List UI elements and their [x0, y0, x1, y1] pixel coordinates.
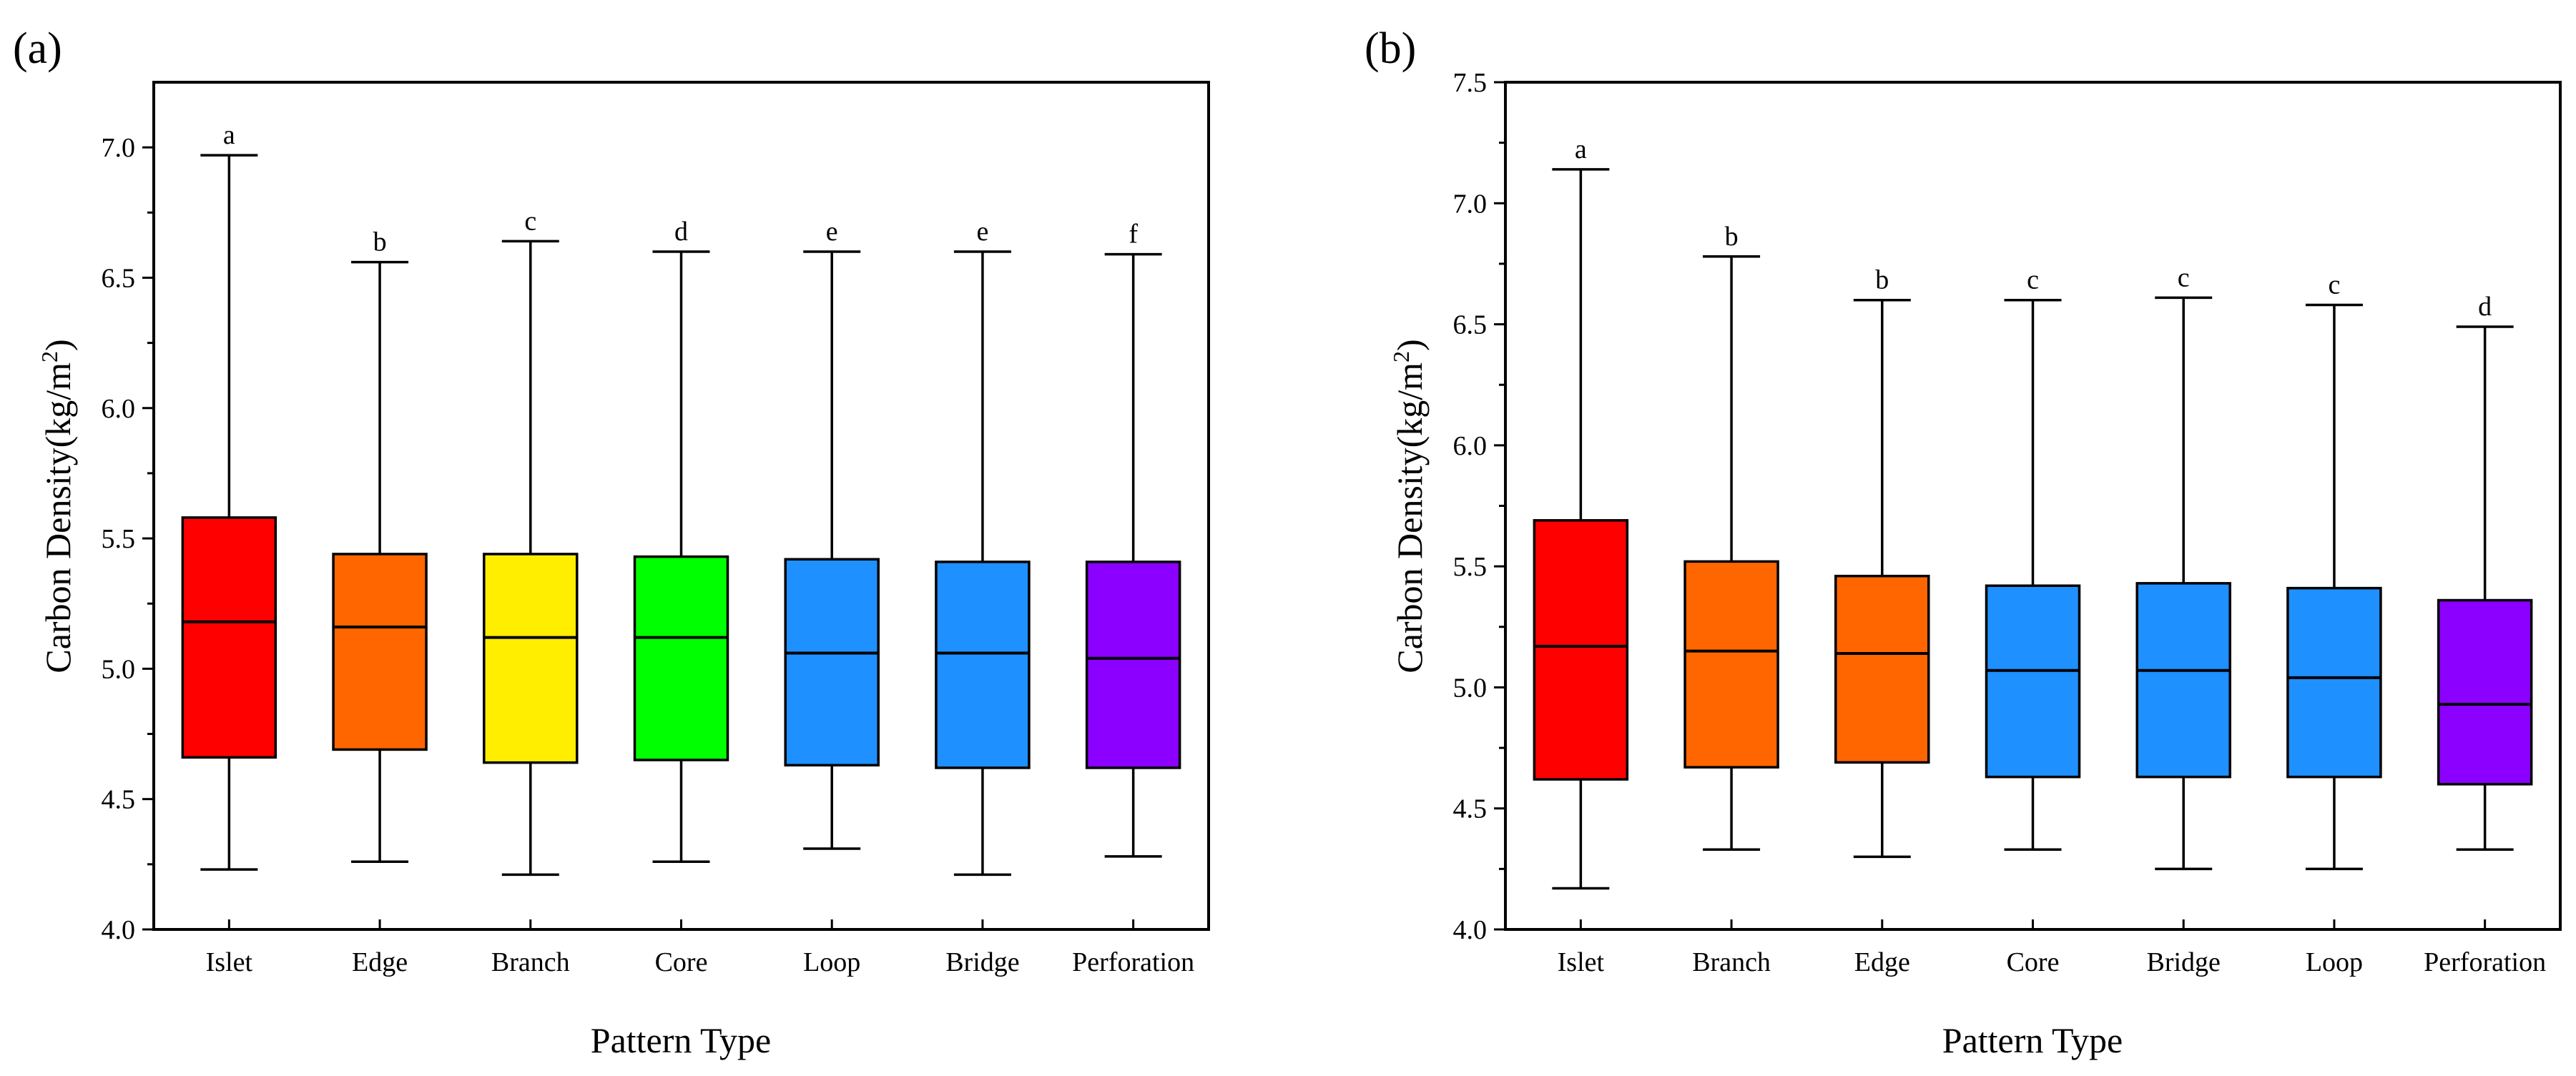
panel-a-y-ticks: 4.0 4.5 5.0 5.5 6.0 6.5 7.0 [102, 133, 154, 945]
panel-b-y-axis-title: Carbon Density(kg/m2) [1388, 339, 1430, 673]
panel-a-y-tick-label: 7.0 [102, 133, 136, 163]
panel-a-y-tick-label: 5.0 [102, 654, 136, 684]
panel-b-y-tick-label: 5.5 [1453, 552, 1488, 582]
panel-b-box-loop [2286, 586, 2382, 779]
panel-a-y-axis-title-close: ) [38, 339, 78, 351]
panel-b-y-tick-label: 5.0 [1453, 673, 1488, 703]
panel-b-x-axis-title: Pattern Type [1942, 1020, 2123, 1060]
panel-a-y-tick-label: 6.5 [102, 263, 136, 293]
panel-a-y-axis-title-main: Carbon Density(kg/m [38, 362, 78, 673]
panel-b-y-axis-title-sup: 2 [1388, 351, 1414, 362]
panel-b: (b) 4.0 4.5 5.0 5.5 6.0 6.5 7.0 7.5 a Islet b Bran… [1365, 24, 2562, 1060]
panel-b-x-tick-label: Perforation [2424, 947, 2546, 977]
panel-a-x-tick-label: Edge [352, 947, 408, 977]
panel-b-box-islet [1533, 519, 1629, 781]
panel-b-significance-letter: c [2027, 265, 2039, 295]
panel-a-box-edge [332, 553, 428, 751]
panel-b-box-branch [1683, 560, 1779, 769]
panel-a-box-perforation [1085, 561, 1181, 769]
panel-b-x-tick-label: Edge [1854, 947, 1910, 977]
panel-b-x-tick-label: Bridge [2146, 947, 2220, 977]
panel-a-y-axis-title: Carbon Density(kg/m2) [36, 339, 78, 673]
panel-a-y-tick-label: 4.5 [102, 785, 136, 815]
panel-a-significance-letter: b [373, 227, 387, 257]
panel-a-x-tick-label: Bridge [945, 947, 1019, 977]
panel-a-y-tick-label: 5.5 [102, 524, 136, 554]
panel-b-y-tick-label: 6.0 [1453, 431, 1488, 461]
panel-a-x-tick-label: Islet [206, 947, 253, 977]
panel-a: (a) 4.0 4.5 5.0 5.5 6.0 6.5 7.0 a Islet b Edge c Br… [13, 24, 1210, 1060]
panel-a-box-core [633, 555, 729, 761]
panel-b-box-perforation [2437, 598, 2533, 786]
panel-b-significance-letter: c [2178, 262, 2190, 292]
panel-a-significance-letter: d [674, 217, 688, 247]
panel-b-y-tick-label: 7.0 [1453, 189, 1488, 219]
panel-b-x-tick-label: Branch [1692, 947, 1771, 977]
panel-b-significance-letter: a [1575, 134, 1587, 164]
panel-b-x-tick-label: Loop [2306, 947, 2363, 977]
panel-b-x-tick-label: Core [2007, 947, 2060, 977]
panel-a-boxes: a Islet b Edge c Branch d Core e Loop e Bridge f Perf… [181, 120, 1194, 977]
panel-b-y-tick-label: 4.5 [1453, 794, 1488, 824]
panel-b-x-tick-label: Islet [1558, 947, 1605, 977]
panel-b-y-axis-title-main: Carbon Density(kg/m [1390, 362, 1430, 673]
panel-a-box-branch [483, 553, 579, 764]
panel-b-y-tick-label: 4.0 [1453, 915, 1488, 945]
panel-b-y-axis-title-close: ) [1390, 339, 1430, 351]
panel-a-x-tick-label: Core [655, 947, 708, 977]
panel-a-significance-letter: a [223, 120, 235, 150]
panel-b-box-core [1985, 584, 2081, 779]
panel-b-label: (b) [1365, 24, 1416, 73]
panel-a-label: (a) [13, 24, 62, 73]
panel-a-x-axis-title: Pattern Type [591, 1020, 771, 1060]
panel-a-box-bridge [935, 561, 1031, 769]
panel-b-significance-letter: d [2478, 292, 2492, 322]
panel-b-y-tick-label: 7.5 [1453, 68, 1488, 98]
panel-a-significance-letter: c [524, 206, 536, 236]
panel-a-significance-letter: e [826, 217, 838, 247]
panel-a-x-tick-label: Perforation [1072, 947, 1194, 977]
panel-b-boxes: a Islet b Branch b Edge c Core c Bridge c Loop d Perf… [1533, 134, 2546, 977]
panel-a-y-tick-label: 6.0 [102, 394, 136, 424]
panel-a-significance-letter: e [976, 217, 988, 247]
panel-a-box-loop [784, 558, 880, 767]
panel-a-x-tick-label: Loop [803, 947, 860, 977]
panel-b-y-tick-label: 6.5 [1453, 310, 1488, 340]
panel-a-y-axis-title-sup: 2 [36, 351, 62, 362]
panel-a-y-tick-label: 4.0 [102, 915, 136, 945]
panel-a-significance-letter: f [1129, 219, 1138, 250]
panel-b-box-edge [1834, 574, 1930, 764]
panel-a-box-islet [181, 516, 277, 759]
panel-a-x-tick-label: Branch [491, 947, 570, 977]
panel-b-y-ticks: 4.0 4.5 5.0 5.5 6.0 6.5 7.0 7.5 [1453, 68, 1505, 945]
panel-b-significance-letter: b [1725, 222, 1739, 252]
panel-b-significance-letter: b [1875, 265, 1889, 295]
panel-b-significance-letter: c [2328, 270, 2340, 300]
panel-b-box-bridge [2135, 582, 2231, 779]
